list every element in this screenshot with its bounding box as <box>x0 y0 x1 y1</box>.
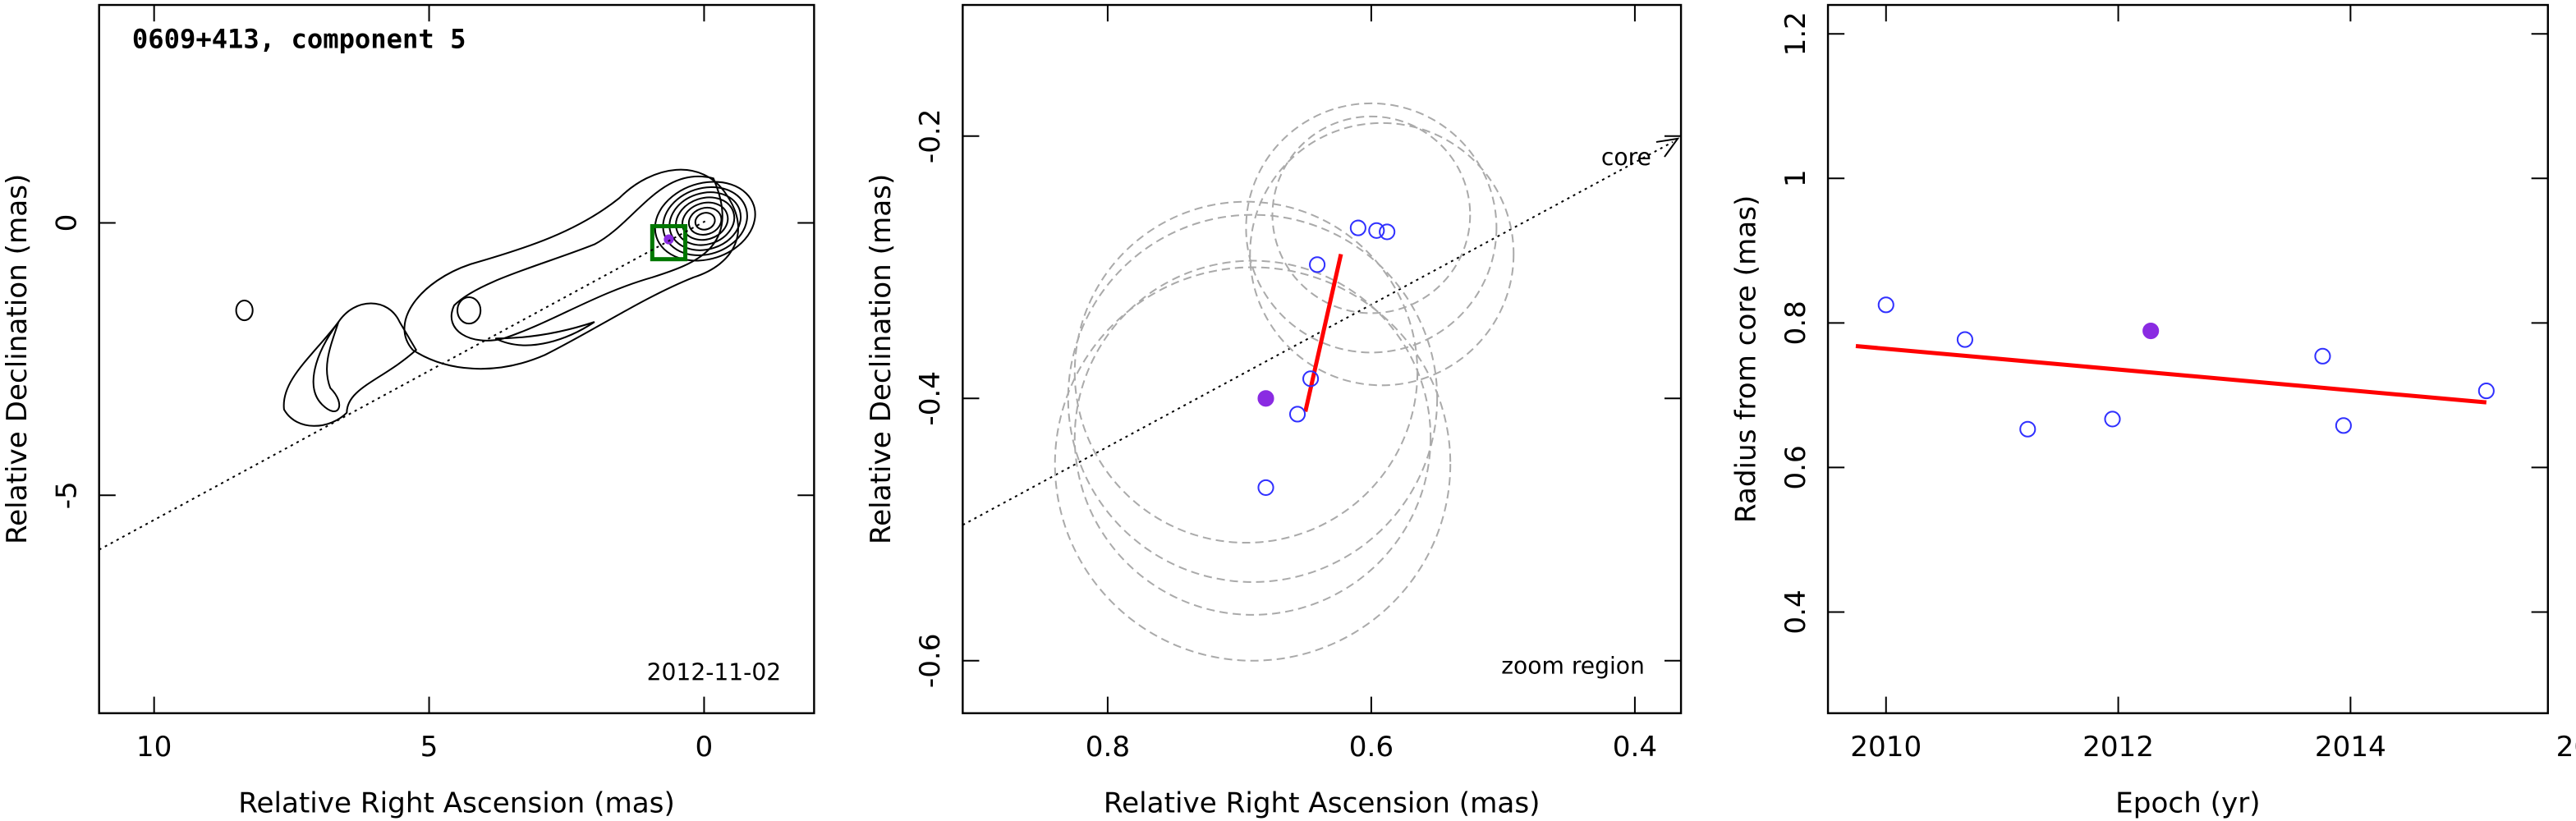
y-axis-label: Relative Declination (mas) <box>865 174 898 544</box>
data-point <box>1368 222 1385 239</box>
x-tick-label: 0.4 <box>1613 731 1657 764</box>
data-point <box>2314 347 2331 365</box>
y-tick-label: 1 <box>1779 169 1812 187</box>
core-arrow <box>1655 137 1680 158</box>
data-point <box>1302 370 1320 388</box>
y-tick-label: -0.6 <box>914 633 947 688</box>
contours <box>235 168 756 427</box>
fit-line <box>1855 344 2487 405</box>
data-point <box>1877 296 1894 314</box>
zoom-label: zoom region <box>1501 652 1645 679</box>
zoom-box <box>650 223 688 262</box>
error-circle <box>1271 115 1472 314</box>
error-circle <box>1249 122 1515 387</box>
x-tick-label: 0 <box>696 731 714 764</box>
x-tick-label: 2010 <box>1850 731 1922 764</box>
component-marker <box>664 234 674 245</box>
y-tick-label: -0.2 <box>914 108 947 163</box>
x-tick-label: 201 <box>2556 731 2576 764</box>
data-point <box>1309 256 1326 273</box>
frame <box>98 3 815 714</box>
data-point <box>2019 420 2036 438</box>
data-point <box>1379 223 1396 241</box>
core-direction <box>962 141 1674 526</box>
x-tick-label: 0.8 <box>1086 731 1130 764</box>
error-circle <box>1245 102 1498 354</box>
y-tick-label: 1.2 <box>1779 11 1812 56</box>
y-axis-label: Radius from core (mas) <box>1730 195 1763 523</box>
data-point <box>1288 406 1306 423</box>
data-point <box>1956 331 1973 348</box>
error-circle <box>1067 213 1439 583</box>
epoch-label: 2012-11-02 <box>647 658 782 686</box>
data-point <box>2477 383 2495 400</box>
core-label: core <box>1601 144 1651 171</box>
y-tick-label: 0.4 <box>1779 589 1812 634</box>
x-tick-label: 2014 <box>2315 731 2386 764</box>
data-point <box>2142 322 2160 340</box>
frame <box>1826 3 2549 714</box>
x-axis-label: Epoch (yr) <box>2115 787 2260 819</box>
fit-line <box>1303 254 1343 412</box>
y-tick-label: -0.4 <box>914 371 947 426</box>
error-circle <box>1073 259 1432 616</box>
error-circle <box>1054 266 1452 662</box>
y-tick-label: 0 <box>51 214 84 232</box>
data-point <box>2335 417 2352 434</box>
y-tick-label: 0.6 <box>1779 445 1812 489</box>
data-point <box>1349 219 1366 236</box>
data-point <box>1257 479 1274 496</box>
x-tick-label: 5 <box>420 731 439 764</box>
error-circle <box>1073 200 1419 544</box>
data-point <box>1257 390 1274 407</box>
x-tick-label: 0.6 <box>1349 731 1394 764</box>
x-tick-label: 2012 <box>2082 731 2154 764</box>
x-axis-label: Relative Right Ascension (mas) <box>1104 787 1541 819</box>
data-point <box>2104 410 2121 428</box>
core-direction <box>99 220 706 551</box>
y-tick-label: 0.8 <box>1779 300 1812 345</box>
panel-title: 0609+413, component 5 <box>132 23 466 54</box>
x-axis-label: Relative Right Ascension (mas) <box>238 787 675 819</box>
y-tick-label: -5 <box>51 481 84 509</box>
frame <box>962 3 1683 714</box>
y-axis-label: Relative Declination (mas) <box>1 174 34 544</box>
x-tick-label: 10 <box>136 731 172 764</box>
